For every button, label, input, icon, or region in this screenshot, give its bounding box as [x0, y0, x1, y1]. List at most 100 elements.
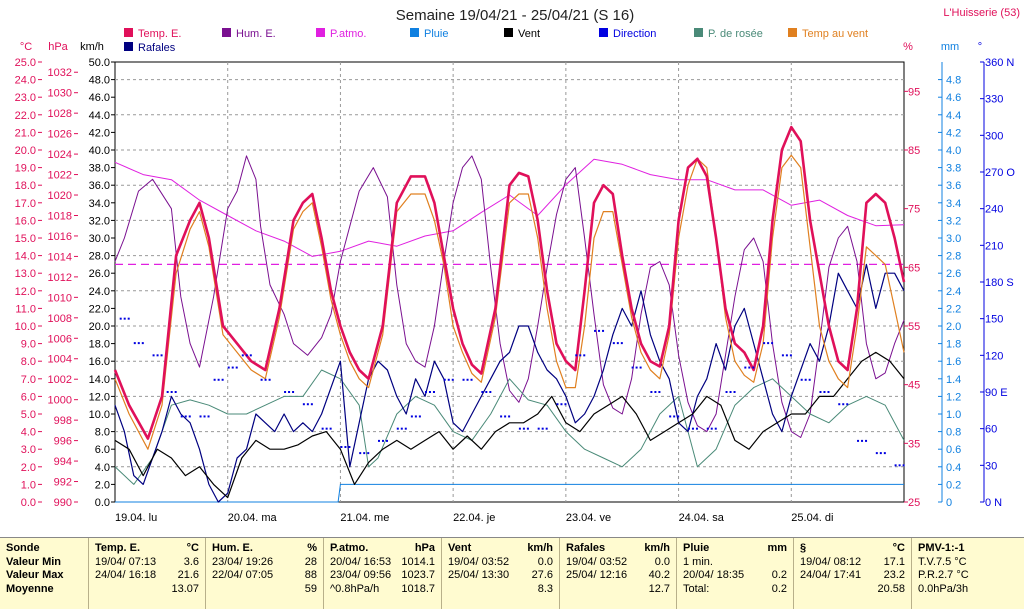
rain-unit-label: mm [941, 41, 959, 53]
row-avg-label: Moyenne [6, 582, 54, 595]
hum-avg: 59 [304, 582, 317, 595]
press-tick-label: 1002 [48, 374, 72, 386]
direction-point [329, 427, 332, 430]
rain-tick-label: 0 [946, 497, 952, 509]
x-tick-label: 20.04. ma [228, 512, 278, 524]
direction-point [733, 391, 736, 393]
x-tick-label: 25.04. di [791, 512, 833, 524]
rain-r1-label: 1 min. [683, 555, 713, 568]
direction-point [466, 378, 469, 381]
press-tick-label: 1018 [48, 210, 72, 222]
temp-max-val: 21.6 [177, 569, 199, 581]
legend-swatch [788, 28, 797, 37]
wind-avg: 8.3 [537, 582, 553, 595]
temp-tick-label: 15.0 [15, 233, 36, 245]
footer-dew: § °C 19/04/ 08:12 17.1 24/04/ 17:41 23.2 20… [793, 538, 911, 609]
direction-point [310, 403, 313, 406]
weather-chart: Semaine 19/04/21 - 25/04/21 (S 16) L'Hui… [15, 7, 1020, 524]
series-chill [114, 154, 905, 450]
direction-point [428, 391, 431, 393]
wind-tick-label: 50.0 [89, 57, 110, 69]
direction-point [808, 378, 811, 381]
wind-tick-label: 12.0 [89, 391, 110, 403]
wind-tick-label: 28.0 [89, 251, 110, 263]
press-tick-label: 996 [54, 436, 72, 448]
axis-unit-labels: °C hPa km/h % mm ° [20, 41, 982, 53]
direction-point [481, 391, 484, 393]
press-tick-label: 1016 [48, 231, 72, 243]
wind-tick-label: 14.0 [89, 374, 110, 386]
direction-point [522, 427, 525, 430]
direction-point [292, 391, 295, 393]
row-min-label: Valeur Min [6, 555, 62, 568]
footer-temp: Temp. E. °C 19/04/ 07:13 3.6 24/04/ 16:18 2… [88, 538, 205, 609]
wind-tick-label: 2.0 [95, 479, 110, 491]
direction-point [156, 354, 159, 357]
hum-max-date: 22/04/ 07:05 [212, 569, 274, 581]
wind-tick-label: 6.0 [95, 444, 110, 456]
direction-point [658, 391, 661, 393]
legend-label: P. de rosée [708, 28, 763, 40]
temp-tick-label: 17.0 [15, 198, 36, 210]
legend-label: Rafales [138, 42, 176, 54]
legend: Temp. E. Hum. E. P.atmo. Pluie Vent Direction… [124, 28, 868, 54]
direction-point [714, 427, 717, 430]
direction-point [127, 317, 130, 320]
summary-footer: Sonde Valeur Min Valeur Max Moyenne Temp… [0, 537, 1024, 609]
direction-point [744, 366, 747, 369]
direction-point [583, 354, 586, 357]
legend-label: P.atmo. [330, 28, 367, 40]
temp-tick-label: 16.0 [15, 215, 36, 227]
temp-min-val: 3.6 [183, 555, 199, 568]
station-name: L'Huisserie (53) [943, 7, 1020, 19]
direction-point [620, 342, 623, 345]
direction-point [160, 354, 163, 357]
press-tick-label: 1000 [48, 395, 72, 407]
temp-tick-label: 12.0 [15, 286, 36, 298]
direction-point [857, 439, 860, 442]
temp-tick-label: 5.0 [21, 409, 36, 421]
direction-point [485, 391, 488, 393]
wind-min-date: 19/04/ 03:52 [448, 555, 510, 568]
wind-tick-label: 38.0 [89, 163, 110, 175]
temp-title: Temp. E. [95, 542, 141, 554]
rain-tick-label: 4.4 [946, 110, 961, 122]
gust-avg: 12.7 [648, 582, 670, 595]
direction-point [781, 354, 784, 357]
legend-label: Vent [518, 28, 540, 40]
direction-point [602, 329, 605, 332]
press-tick-label: 1032 [48, 67, 72, 79]
press-tick-label: 1022 [48, 170, 72, 182]
rain-tick-label: 2.0 [946, 321, 961, 333]
dir-unit-label: ° [978, 41, 982, 53]
direction-point [188, 415, 191, 418]
legend-swatch [222, 28, 231, 37]
direction-point [650, 391, 653, 393]
dew-max-date: 24/04/ 17:41 [800, 569, 862, 581]
temp-avg: 13.07 [171, 582, 199, 595]
plot-area [114, 61, 905, 503]
wind-tick-label: 16.0 [89, 356, 110, 368]
press-tick-label: 990 [54, 497, 72, 509]
footer-hum: Hum. E.% 23/04/ 19:26 28 22/04/ 07:05 88 5… [205, 538, 323, 609]
series-temp [113, 125, 906, 440]
direction-point [170, 391, 173, 393]
direction-point [500, 415, 503, 418]
dir-tick-label: 0 N [985, 497, 1002, 509]
dir-tick-label: 210 [985, 240, 1003, 252]
direction-point [748, 366, 751, 369]
hum-max-val: 88 [304, 569, 317, 581]
direction-point [898, 464, 901, 467]
legend-swatch [124, 28, 133, 37]
series-gust [114, 263, 905, 503]
direction-point [359, 452, 362, 455]
direction-point [673, 415, 676, 418]
direction-point [838, 403, 841, 406]
rain-tick-label: 4.0 [946, 145, 961, 157]
direction-point [396, 427, 399, 430]
direction-point [241, 354, 244, 357]
press-trend: ^0.8hPa/h [330, 582, 380, 595]
wind-max-date: 25/04/ 13:30 [448, 569, 510, 581]
direction-point [284, 391, 287, 393]
direction-point [725, 391, 728, 393]
